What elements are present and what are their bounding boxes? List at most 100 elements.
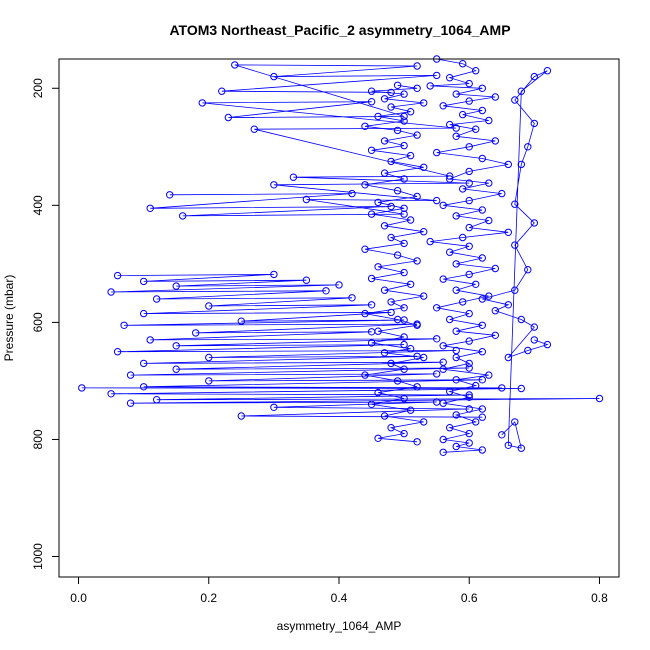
data-point: [374, 388, 382, 397]
data-point: [400, 316, 408, 324]
data-point: [439, 358, 447, 366]
data-point: [367, 274, 376, 283]
data-point: [361, 122, 369, 131]
data-point: [446, 424, 454, 432]
data-point: [472, 418, 480, 426]
data-point: [452, 212, 460, 220]
data-point: [400, 204, 408, 213]
data-point: [367, 87, 376, 95]
data-point: [400, 429, 408, 438]
data-point: [530, 336, 538, 344]
data-point: [237, 412, 246, 420]
data-point: [367, 301, 376, 309]
data-point: [270, 270, 278, 279]
data-point: [517, 315, 525, 324]
data-point: [478, 254, 486, 262]
data-point: [289, 173, 298, 181]
data-point: [205, 353, 213, 362]
data-point: [530, 323, 538, 331]
data-point: [478, 348, 486, 356]
data-point: [511, 96, 519, 104]
x-tick-label: 0.4: [331, 591, 348, 605]
data-point: [426, 237, 434, 246]
data-point: [433, 370, 441, 378]
data-point: [439, 275, 447, 283]
data-point: [446, 315, 454, 324]
data-point: [387, 308, 395, 317]
data-point: [205, 377, 213, 385]
data-point: [400, 90, 408, 98]
data-point: [413, 320, 421, 328]
data-point: [491, 264, 499, 273]
data-point: [380, 95, 389, 103]
data-point: [322, 287, 330, 295]
data-point: [433, 304, 441, 312]
data-point: [465, 97, 473, 105]
data-point: [498, 384, 506, 392]
data-point: [413, 438, 421, 446]
data-point: [478, 206, 486, 214]
data-point: [205, 302, 213, 310]
data-point: [406, 280, 415, 288]
data-point: [393, 377, 402, 385]
data-point: [459, 185, 467, 193]
data-point: [446, 74, 454, 82]
x-axis-label: asymmetry_1064_AMP: [277, 619, 402, 633]
data-point: [361, 181, 369, 189]
data-point: [374, 263, 382, 271]
data-point: [387, 202, 395, 211]
data-point: [380, 412, 389, 420]
data-point: [452, 286, 460, 294]
data-point: [465, 439, 473, 447]
data-point: [153, 396, 161, 404]
series-line: [364, 84, 424, 443]
data-point: [498, 431, 506, 439]
data-point: [406, 108, 415, 116]
data-point: [302, 195, 311, 204]
data-point: [465, 405, 473, 413]
series-line: [150, 64, 470, 217]
data-point: [478, 376, 486, 384]
chart-title: ATOM3 Northeast_Pacific_2 asymmetry_1064…: [169, 22, 510, 38]
data-point: [400, 333, 408, 341]
y-tick-label: 400: [31, 195, 45, 215]
data-point: [393, 251, 402, 259]
data-point: [511, 418, 519, 426]
data-point: [511, 286, 519, 294]
data-point: [387, 298, 395, 306]
data-point: [472, 125, 480, 133]
data-point: [452, 346, 460, 355]
y-tick-label: 1000: [31, 543, 45, 570]
data-point: [126, 371, 135, 379]
series-line: [482, 70, 549, 449]
y-axis: 200 400 600 800 1000: [31, 78, 60, 570]
series-line: [430, 58, 509, 453]
data-point: [459, 298, 467, 306]
data-point: [224, 113, 233, 122]
data-point: [367, 328, 376, 336]
data-point: [400, 239, 408, 248]
data-point: [530, 119, 538, 128]
data-point: [393, 81, 402, 90]
data-point: [524, 266, 532, 274]
data-point: [465, 359, 473, 368]
data-point: [113, 348, 122, 356]
data-point: [367, 146, 376, 155]
data-point: [270, 181, 278, 189]
data-point: [452, 132, 460, 141]
data-point: [172, 342, 180, 350]
data-point: [367, 98, 376, 106]
data-point: [472, 67, 480, 75]
data-point: [140, 277, 148, 286]
data-point: [459, 233, 467, 242]
data-point: [400, 141, 408, 150]
x-tick-label: 0.8: [591, 591, 608, 605]
data-point: [478, 321, 486, 329]
data-point: [380, 286, 389, 294]
data-point: [270, 72, 278, 81]
data-point: [400, 304, 408, 312]
data-point: [452, 90, 460, 98]
data-point: [452, 353, 460, 362]
data-point: [335, 281, 343, 289]
